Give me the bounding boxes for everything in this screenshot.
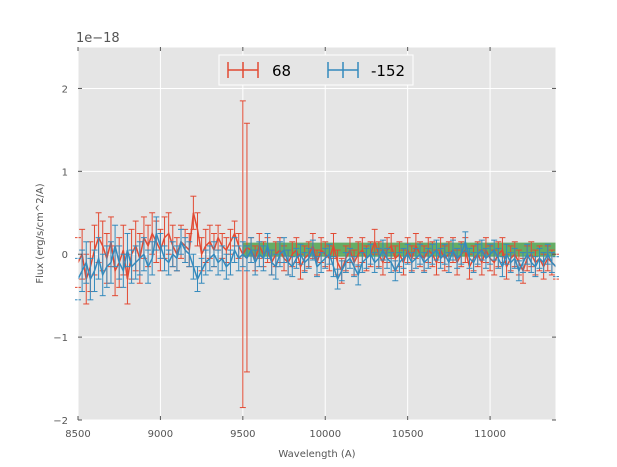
y-tick-label: −1 [53, 333, 68, 344]
x-tick-label: 8500 [65, 429, 90, 440]
y-axis-label: Flux (erg/s/cm^2/A) [35, 183, 46, 283]
series-layer [75, 100, 559, 409]
y-tick-label: 0 [62, 250, 68, 261]
axis-ticks: 8500 9000 9500 10000 10500 11000 −2 −1 0 1 2 [53, 47, 556, 440]
plot-frame [77, 46, 557, 421]
x-tick-label: 10000 [309, 429, 341, 440]
legend: 68 -152 [218, 54, 414, 86]
x-tick-label: 11000 [474, 429, 506, 440]
x-tick-label: 9500 [230, 429, 255, 440]
plot-area [78, 47, 556, 420]
x-axis-label: Wavelength (A) [278, 449, 355, 460]
legend-label: 68 [272, 62, 291, 80]
y-offset-label: 1e−18 [76, 31, 120, 46]
series-line [77, 233, 557, 282]
x-tick-label: 10500 [392, 429, 424, 440]
y-tick-label: 2 [62, 84, 68, 95]
legend-label: -152 [371, 62, 405, 80]
y-tick-label: −2 [53, 416, 68, 427]
y-tick-label: 1 [62, 167, 68, 178]
x-tick-label: 9000 [148, 429, 173, 440]
